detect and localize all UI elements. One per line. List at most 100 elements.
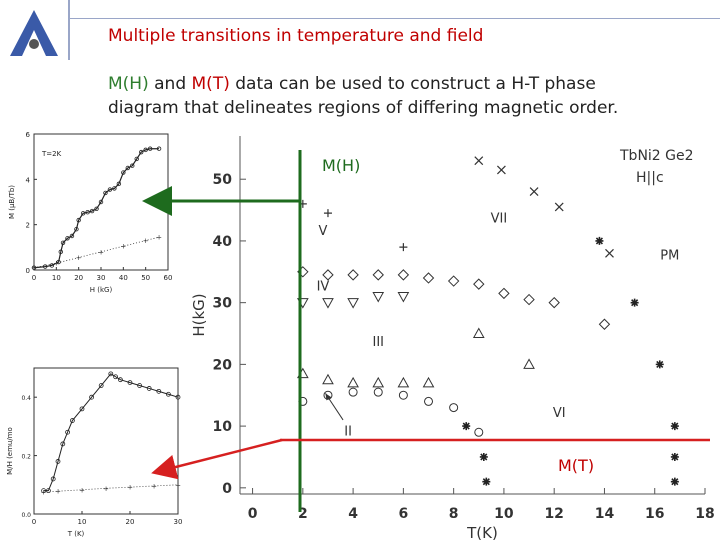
phase-point-triangle-up <box>397 376 410 388</box>
mh-series-perpendicular-point: + <box>143 237 149 245</box>
mh-series-increasing-point <box>56 259 61 265</box>
phase-point-diamond <box>372 269 384 281</box>
phase-region-label: VI <box>553 406 566 421</box>
phase-x-tick-label: 16 <box>645 506 664 522</box>
phase-point-diamond <box>447 275 460 287</box>
mh-x-axis-label: H (kG) <box>90 286 113 294</box>
mt-series-perpendicular-point: + <box>127 484 133 492</box>
mh-series-perpendicular-point: + <box>98 248 104 256</box>
phase-point-diamond <box>523 293 535 306</box>
phase-point-diamond <box>347 269 359 281</box>
mt-series-parallel-point <box>108 371 114 377</box>
phase-region-label: PM <box>660 248 679 263</box>
mh-series-increasing-point <box>103 190 108 196</box>
phase-point-asterisk <box>595 236 604 245</box>
phase-point-triangle-down <box>296 298 309 309</box>
header-divider-horizontal <box>68 18 720 19</box>
mt-y-axis-label: M/H (emu/mo <box>6 427 14 475</box>
phase-region-ii-pointer-head <box>325 393 332 401</box>
mh-series-increasing-point <box>107 187 113 192</box>
phase-x-tick-label: 10 <box>494 506 514 522</box>
phase-point-diamond <box>397 269 410 281</box>
phase-point-diamond <box>422 272 435 284</box>
phase-point-circle <box>474 427 484 437</box>
mh-series-perpendicular-point: + <box>156 234 162 242</box>
phase-point-triangle-down <box>372 291 385 303</box>
mh-y-tick-label: 0 <box>26 267 30 275</box>
body-text-line1-rest: data can be used to construct a H-T phas… <box>229 74 596 94</box>
mt-series-parallel-line <box>43 373 179 492</box>
inset-mt-chart: 0 10 20 30 0.0 0.2 0.4 T (K) M/H (emu/mo + + + + + + + <box>6 367 183 538</box>
mt-x-tick-label: 10 <box>78 518 87 526</box>
mh-x-tick-label: 50 <box>141 274 150 282</box>
phase-x-tick-label: 0 <box>248 506 258 522</box>
mh-temperature-annotation: T=2K <box>41 150 62 158</box>
slide-body-text: M(H) and M(T) data can be used to constr… <box>108 72 708 120</box>
phase-region-label: V <box>318 224 327 239</box>
mt-series-parallel-point <box>79 406 85 412</box>
phase-x-tick-label: 14 <box>595 506 615 522</box>
phase-point-asterisk <box>462 422 471 431</box>
phase-point-circle <box>373 387 383 397</box>
phase-x-tick-label: 2 <box>298 506 308 522</box>
mh-series-increasing-point <box>85 209 90 215</box>
logo-a-shape <box>10 10 58 56</box>
phase-point-asterisk <box>670 452 679 461</box>
phase-x-tick-label: 6 <box>399 506 409 522</box>
mt-series-perpendicular-point: + <box>175 481 181 489</box>
mt-series-parallel-point <box>89 394 94 400</box>
mh-series-increasing-point <box>147 146 153 151</box>
phase-point-asterisk <box>630 298 639 307</box>
mh-series-increasing-point <box>94 206 99 211</box>
phase-x-axis-label: T(K) <box>466 524 498 540</box>
phase-point-asterisk <box>482 477 491 486</box>
mt-series-parallel-point <box>70 418 75 423</box>
mt-y-tick-label: 0.2 <box>21 454 31 461</box>
phase-point-asterisk <box>670 477 679 486</box>
phase-point-x <box>496 165 506 175</box>
logo <box>10 10 58 56</box>
mt-y-tick-label: 0.4 <box>21 395 31 402</box>
phase-point-circle <box>348 387 358 397</box>
mh-x-tick-label: 10 <box>52 274 61 282</box>
mh-term: M(H) <box>108 74 149 94</box>
mh-series-increasing-line <box>33 148 160 269</box>
phase-point-circle <box>449 403 459 413</box>
phase-point-circle <box>323 390 333 400</box>
phase-point-x <box>474 156 484 166</box>
mt-series-parallel-point <box>113 374 118 380</box>
mt-series-perpendicular-point: + <box>151 482 157 490</box>
phase-point-+ <box>298 199 307 208</box>
mt-x-tick-label: 0 <box>32 518 36 526</box>
phase-region-label: II <box>344 424 352 439</box>
phase-x-tick-label: 12 <box>544 506 563 522</box>
phase-title: TbNi2 Ge2 <box>619 148 694 164</box>
mt-series-parallel-point <box>98 383 104 388</box>
phase-y-tick-label: 50 <box>213 172 233 188</box>
mh-series-increasing-point <box>112 186 117 191</box>
phase-point-+ <box>399 243 408 252</box>
phase-region-label: IV <box>317 279 330 294</box>
body-text-and: and <box>148 74 192 94</box>
slide-title: Multiple transitions in temperature and … <box>108 26 484 46</box>
mh-series-increasing-point <box>74 226 79 232</box>
mt-series-perpendicular-point: + <box>103 485 109 493</box>
mh-x-tick-label: 30 <box>97 274 106 282</box>
phase-y-tick-label: 10 <box>213 419 233 435</box>
phase-point-triangle-down <box>397 291 410 303</box>
mt-series-perpendicular-line <box>43 484 179 493</box>
mt-x-tick-label: 30 <box>174 518 183 526</box>
body-text-line2: diagram that delineates regions of diffe… <box>108 98 619 118</box>
mh-series-perpendicular-point: + <box>120 243 126 251</box>
phase-point-triangle-up <box>347 376 359 388</box>
phase-point-diamond <box>297 266 309 278</box>
phase-y-axis-label: H(kG) <box>190 293 208 336</box>
mt-series-perpendicular-point: + <box>79 486 85 494</box>
phase-y-tick-label: 30 <box>213 296 233 312</box>
mh-series-increasing-point <box>76 217 81 223</box>
phase-x-tick-label: 4 <box>348 506 358 522</box>
mh-x-tick-label: 20 <box>74 274 83 282</box>
mh-series-perpendicular-point: + <box>31 264 37 272</box>
phase-subtitle: H||c <box>636 170 664 186</box>
mh-series-increasing-point <box>125 165 130 171</box>
